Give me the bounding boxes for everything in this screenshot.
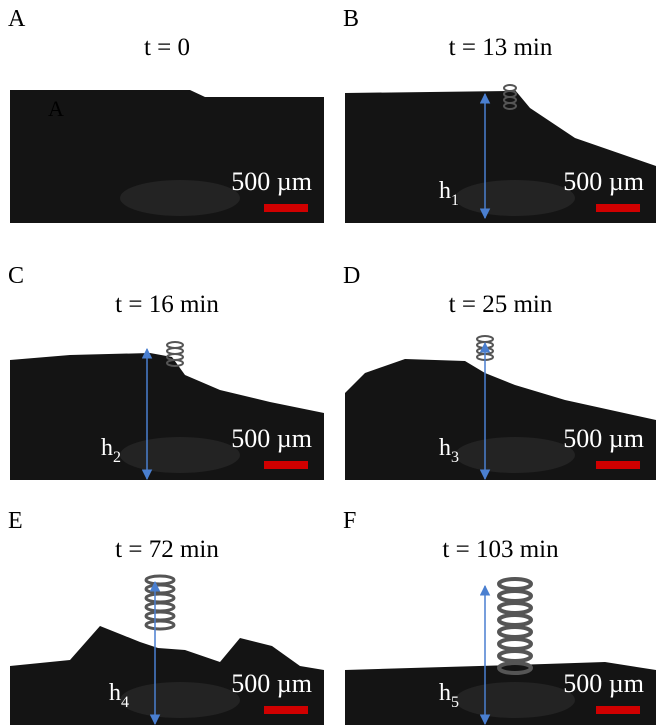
panel-title: t = 72 min: [115, 536, 219, 563]
scale-bar-label: 500 µm: [563, 424, 644, 453]
scale-bar-label: 500 µm: [231, 424, 312, 453]
micrograph: h4 500 µm: [10, 576, 324, 725]
height-symbol: h: [439, 435, 451, 461]
coil-turn: [146, 603, 174, 611]
height-subscript: 5: [451, 694, 459, 711]
height-symbol: h: [101, 435, 113, 461]
inset-label: A: [48, 96, 64, 121]
micrograph: h2 500 µm: [10, 342, 324, 480]
panel-label: B: [343, 6, 359, 32]
height-symbol: h: [439, 178, 451, 204]
scale-bar-label: 500 µm: [231, 167, 312, 196]
coil-turn: [499, 591, 531, 601]
micrograph: h5 500 µm: [345, 579, 656, 725]
reflection: [455, 437, 575, 473]
scale-bar: [264, 204, 308, 212]
scale-bar-label: 500 µm: [231, 669, 312, 698]
panel-label: F: [343, 508, 356, 534]
height-symbol: h: [109, 680, 121, 706]
scale-bar: [264, 461, 308, 469]
coil-turn: [499, 639, 531, 649]
coil-turn: [499, 579, 531, 589]
reflection: [455, 682, 575, 718]
figure: At = 0A500 µmBt = 13 minh1500 µmCt = 16 …: [0, 0, 656, 725]
coil-turn: [499, 615, 531, 625]
height-subscript: 4: [121, 694, 129, 711]
height-subscript: 3: [451, 449, 459, 466]
panel-title: t = 16 min: [115, 291, 219, 318]
panel-label: C: [8, 263, 24, 289]
scale-bar: [596, 706, 640, 714]
coil-turn: [146, 621, 174, 629]
coil-turn: [146, 585, 174, 593]
scale-bar: [264, 706, 308, 714]
panel-title: t = 13 min: [449, 34, 553, 61]
height-subscript: 1: [451, 192, 459, 209]
micrograph: A 500 µm: [10, 90, 324, 223]
panel-title: t = 25 min: [449, 291, 553, 318]
coil-turn: [499, 627, 531, 637]
panel-title: t = 103 min: [442, 536, 559, 563]
micrograph: h3 500 µm: [345, 336, 656, 480]
panel-title: t = 0: [144, 34, 190, 61]
panel-label: A: [8, 6, 26, 32]
reflection: [120, 682, 240, 718]
micrograph: h1 500 µm: [345, 85, 656, 223]
reflection: [120, 437, 240, 473]
height-subscript: 2: [113, 449, 121, 466]
scale-bar: [596, 461, 640, 469]
scale-bar: [596, 204, 640, 212]
coil-turn: [499, 651, 531, 661]
reflection: [455, 180, 575, 216]
coil-turn: [499, 603, 531, 613]
panel-label: D: [343, 263, 360, 289]
scale-bar-label: 500 µm: [563, 167, 644, 196]
coil-turn: [146, 612, 174, 620]
reflection: [120, 180, 240, 216]
coil-turn: [146, 594, 174, 602]
scale-bar-label: 500 µm: [563, 669, 644, 698]
height-symbol: h: [439, 680, 451, 706]
panel-label: E: [8, 508, 23, 534]
coil-turn: [146, 576, 174, 584]
